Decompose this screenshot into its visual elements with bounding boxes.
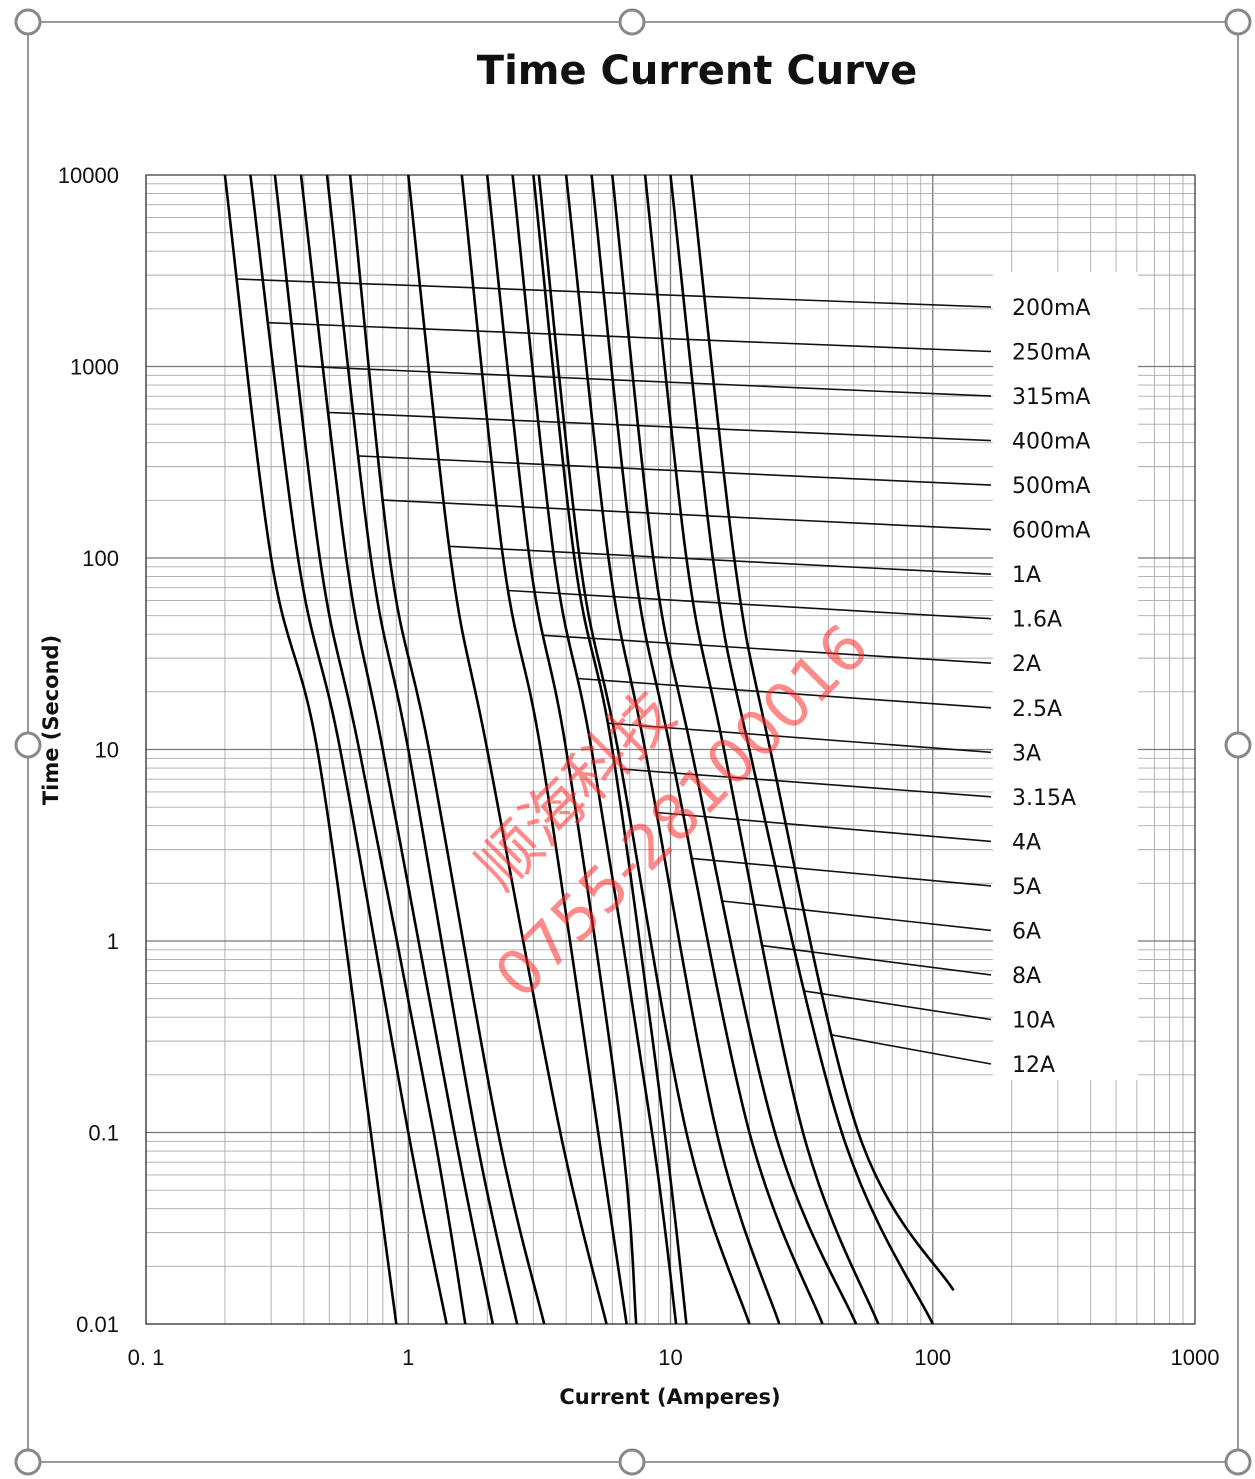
- resize-handles[interactable]: [14, 8, 1252, 1476]
- resize-handle[interactable]: [1224, 1448, 1252, 1476]
- leader-line-12A: [831, 1034, 992, 1065]
- leader-line-1.6A: [507, 589, 992, 620]
- resize-handle[interactable]: [14, 1448, 42, 1476]
- legend-leader-lines: [236, 278, 992, 1065]
- series-curve-12A: [690, 174, 955, 1291]
- legend-label-3.15A: 3.15A: [1012, 786, 1076, 811]
- y-tick-label: 10000: [58, 163, 119, 188]
- leader-line-600mA: [382, 499, 992, 531]
- chart-title: Time Current Curve: [477, 48, 917, 94]
- series-curve-500mA: [325, 174, 519, 1325]
- series-curve-2A: [485, 174, 638, 1325]
- legend-label-4A: 4A: [1012, 830, 1041, 855]
- legend-label-10A: 10A: [1012, 1008, 1055, 1033]
- leader-line-4A: [656, 811, 992, 843]
- leader-line-10A: [803, 990, 992, 1021]
- resize-handle[interactable]: [1224, 731, 1252, 759]
- y-tick-label: 1000: [70, 355, 119, 380]
- leader-line-3.15A: [621, 768, 992, 798]
- legend-label-600mA: 600mA: [1012, 519, 1090, 544]
- x-tick-label: 1: [402, 1345, 414, 1370]
- y-tick-label: 0.01: [76, 1312, 119, 1337]
- series-curve-5A: [590, 174, 824, 1325]
- resize-handle[interactable]: [14, 731, 42, 759]
- y-tick-label: 100: [82, 546, 119, 571]
- series-curve-3.15A: [537, 174, 751, 1325]
- y-tick-label: 10: [95, 738, 119, 763]
- x-axis-title: Current (Amperes): [559, 1385, 780, 1409]
- legend-label-315mA: 315mA: [1012, 385, 1090, 410]
- series-curve-400mA: [299, 174, 495, 1325]
- legend: 200mA 250mA 315mA 400mA 500mA 600mA 1A 1.6A 2A 2.…: [1012, 296, 1090, 1078]
- y-tick-label: 1: [107, 929, 119, 954]
- x-tick-label: 10: [658, 1345, 682, 1370]
- legend-label-200mA: 200mA: [1012, 296, 1090, 321]
- leader-line-3A: [607, 722, 992, 754]
- legend-label-2A: 2A: [1012, 652, 1041, 677]
- resize-handle[interactable]: [618, 1448, 646, 1476]
- legend-label-3A: 3A: [1012, 741, 1041, 766]
- series-curve-600mA: [348, 174, 546, 1325]
- legend-label-500mA: 500mA: [1012, 474, 1090, 499]
- series-curves: [223, 174, 955, 1325]
- series-curve-1A: [407, 174, 608, 1325]
- leader-line-6A: [722, 900, 992, 932]
- leader-line-400mA: [327, 411, 992, 442]
- resize-handle[interactable]: [14, 8, 42, 36]
- series-curve-315mA: [273, 174, 467, 1325]
- resize-handle[interactable]: [618, 8, 646, 36]
- legend-label-2.5A: 2.5A: [1012, 697, 1062, 722]
- leader-line-8A: [761, 944, 992, 976]
- leader-line-1A: [448, 545, 992, 575]
- leader-line-200mA: [236, 278, 992, 308]
- legend-label-5A: 5A: [1012, 875, 1041, 900]
- x-axis-ticks: 0. 1 1 10 100 1000: [128, 1345, 1220, 1370]
- series-curve-2.5A: [511, 174, 678, 1325]
- leader-line-2.5A: [577, 677, 992, 709]
- series-curve-8A: [643, 174, 880, 1325]
- series-curve-200mA: [223, 174, 398, 1325]
- leader-line-500mA: [357, 455, 992, 486]
- series-curve-250mA: [249, 174, 448, 1325]
- legend-label-12A: 12A: [1012, 1053, 1055, 1078]
- x-tick-label: 0. 1: [128, 1345, 165, 1370]
- series-curve-10A: [669, 174, 934, 1325]
- x-tick-label: 1000: [1171, 1345, 1220, 1370]
- legend-label-6A: 6A: [1012, 919, 1041, 944]
- series-curve-6A: [611, 174, 858, 1325]
- legend-label-250mA: 250mA: [1012, 341, 1090, 366]
- legend-background: [993, 272, 1138, 1080]
- x-tick-label: 100: [914, 1345, 951, 1370]
- resize-handle[interactable]: [1224, 8, 1252, 36]
- legend-label-400mA: 400mA: [1012, 430, 1090, 455]
- leader-line-5A: [691, 857, 992, 887]
- leader-line-315mA: [296, 365, 992, 397]
- legend-label-8A: 8A: [1012, 964, 1041, 989]
- legend-label-1A: 1A: [1012, 563, 1041, 588]
- series-curve-1.6A: [460, 174, 628, 1325]
- legend-label-1.6A: 1.6A: [1012, 608, 1062, 633]
- series-curve-4A: [564, 174, 781, 1325]
- leader-line-2A: [542, 634, 992, 664]
- y-tick-label: 0.1: [88, 1121, 119, 1146]
- y-axis-title: Time (Second): [39, 635, 63, 805]
- series-curve-3A: [532, 174, 688, 1325]
- y-axis-ticks: 10000 1000 100 10 1 0.1 0.01: [58, 163, 119, 1337]
